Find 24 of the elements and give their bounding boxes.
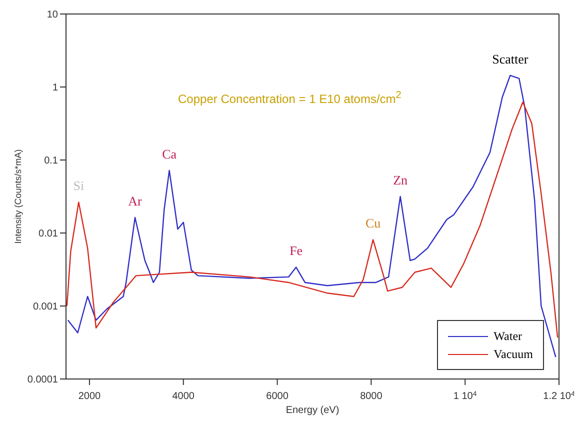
x-axis-title: Energy (eV) — [286, 405, 340, 416]
line-series — [67, 74, 556, 358]
y-axis-title: Intensity (Counts/s*mA) — [13, 149, 24, 244]
legend-label: Water — [494, 328, 522, 345]
y-tick-label: 0.001 — [32, 302, 58, 313]
y-tick-label: 0.0001 — [27, 374, 58, 386]
annotation: Ca — [162, 146, 177, 162]
annotation: Ar — [128, 194, 143, 209]
y-tick-label: 1 — [52, 82, 58, 94]
x-tick-label: 8000 — [360, 391, 383, 402]
annotation: Cu — [365, 216, 382, 231]
annotation: Fe — [290, 243, 303, 258]
y-tick-label: 10 — [46, 10, 58, 21]
x-tick-label: 6000 — [266, 391, 289, 402]
annotation: Scatter — [492, 51, 529, 66]
x-tick-label: 2000 — [78, 391, 102, 402]
annotation: Copper Concentration = 1 E10 atoms/cm$^{2}$ — [178, 90, 402, 106]
annotation: Si — [73, 178, 84, 194]
legend-label: Vacuum — [494, 346, 533, 363]
y-tick-label: 0.1 — [44, 156, 58, 167]
x-tick-label: 1 10$^{4}$ — [453, 390, 477, 402]
annotation: Zn — [393, 172, 408, 188]
x-tick-label: 4000 — [172, 391, 195, 402]
y-tick-label: 0.01 — [38, 228, 58, 240]
